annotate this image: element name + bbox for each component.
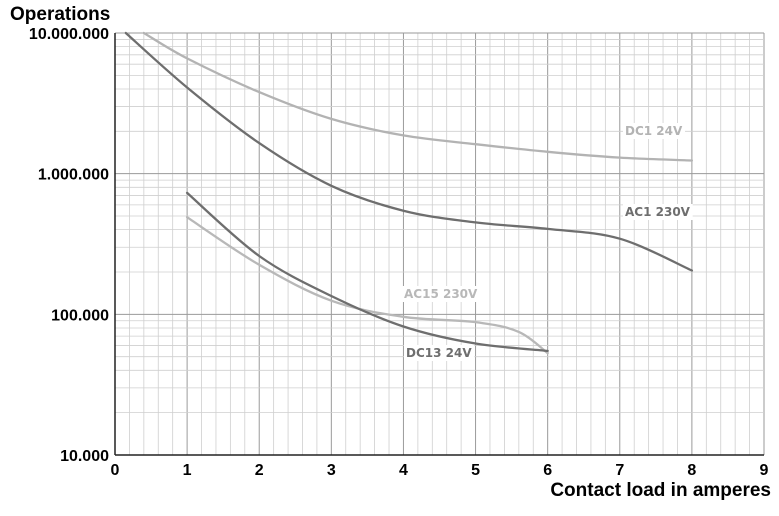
series-line-dc1-24v <box>142 31 694 162</box>
x-tick-label: 1 <box>183 462 192 479</box>
x-tick-label: 0 <box>111 462 120 479</box>
y-tick-label: 10.000 <box>60 448 109 465</box>
series-label-background <box>623 204 693 220</box>
grid <box>114 32 765 456</box>
y-tick-label: 1.000.000 <box>38 167 109 184</box>
series-lines <box>124 31 694 355</box>
series-label-dc1-24v: DC1 24V <box>625 124 683 138</box>
x-tick-label: 9 <box>760 462 769 479</box>
series-line-dc13-24v <box>185 191 549 353</box>
y-axis-title: Operations <box>10 4 110 25</box>
series-label-ac15-230v: AC15 230V <box>404 287 478 301</box>
x-tick-label: 8 <box>687 462 696 479</box>
x-axis-title: Contact load in amperes <box>550 480 771 501</box>
series-label-ac1-230v: AC1 230V <box>625 205 691 219</box>
x-tick-label: 3 <box>327 462 336 479</box>
axes: 0 1 2 3 4 5 6 7 8 9 10.000 100.000 1.000.000 10.000.0… <box>29 26 769 479</box>
x-tick-label: 7 <box>615 462 624 479</box>
x-tick-label: 4 <box>399 462 408 479</box>
series-line-ac15-230v <box>185 216 549 355</box>
series-line-ac1-230v <box>124 31 694 272</box>
series-labels: DC1 24V AC1 230V AC15 230V DC13 24V <box>402 123 693 361</box>
y-tick-label: 100.000 <box>51 307 109 324</box>
series-label-background <box>402 286 481 302</box>
series-label-background <box>404 345 475 361</box>
x-tick-label: 6 <box>543 462 552 479</box>
x-tick-label: 2 <box>255 462 264 479</box>
y-tick-label: 10.000.000 <box>29 26 109 43</box>
series-label-dc13-24v: DC13 24V <box>406 346 472 360</box>
series-label-background <box>623 123 685 139</box>
x-tick-label: 5 <box>471 462 480 479</box>
